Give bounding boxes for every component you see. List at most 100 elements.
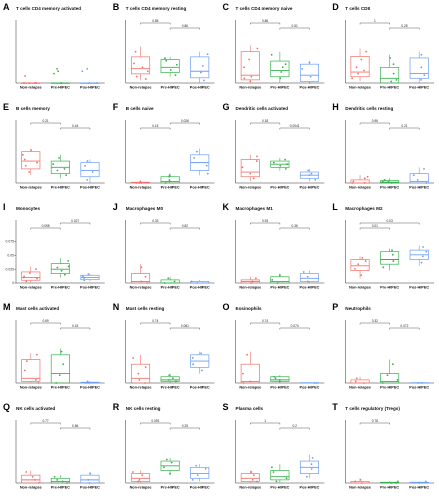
box-3 [299, 382, 319, 384]
data-point [35, 268, 37, 271]
panel-letter: I [3, 202, 6, 212]
data-point [164, 182, 167, 184]
box-body [50, 477, 70, 484]
p-value-label: 0.01 [372, 224, 378, 228]
data-point [139, 180, 142, 183]
bracket-line [169, 227, 200, 230]
significance-bracket: 0.44 [60, 124, 91, 130]
box-1 [21, 470, 41, 484]
significance-bracket: 0.74 [250, 319, 281, 325]
data-point [313, 382, 316, 384]
box-3 [190, 148, 210, 176]
significance-bracket: 0.77 [30, 419, 61, 425]
data-point [83, 277, 86, 279]
data-point [351, 77, 354, 80]
data-point [175, 380, 177, 383]
data-point [352, 180, 355, 183]
panel-t: T T cells regulatory (Tregs) 0.78 Non-relap… [332, 402, 434, 490]
box-body [160, 279, 180, 284]
box-2 [50, 258, 70, 278]
data-point [57, 70, 60, 73]
data-point [354, 268, 356, 270]
y-tick-label: 0.025 [6, 267, 15, 271]
data-point [192, 363, 194, 366]
panel-a: A T cells CD4 memory activated Non-relapse… [3, 2, 105, 90]
significance-bracket: 0.03 [359, 219, 420, 225]
p-value-label: 0.74 [152, 319, 158, 323]
data-point [391, 363, 394, 366]
p-value-label: 0.061 [181, 324, 189, 328]
bracket-line [140, 422, 171, 425]
panel-title: T cells regulatory (Tregs) [345, 406, 400, 411]
data-point [31, 475, 34, 478]
data-point [167, 277, 170, 280]
data-point [61, 480, 64, 483]
bracket-line [140, 22, 171, 25]
panel-n: N Mast cells resting 0.74 0.061 Non-relapse P… [113, 302, 215, 390]
data-point [423, 74, 426, 77]
data-point [168, 174, 171, 177]
data-point [199, 71, 202, 74]
bracket-line [279, 127, 310, 130]
data-point [36, 161, 38, 164]
data-point [308, 82, 311, 84]
significance-bracket: 0.093 [140, 419, 171, 425]
box-1 [21, 353, 41, 384]
data-point [252, 474, 255, 477]
box-2 [270, 273, 290, 284]
p-value-label: 0.098 [42, 224, 50, 228]
data-point [206, 53, 209, 56]
data-point [191, 357, 194, 359]
data-point [363, 382, 365, 384]
data-point [134, 50, 137, 53]
significance-bracket: 0.96 [359, 119, 390, 125]
box-2 [270, 375, 290, 383]
p-value-label: 0.93 [262, 219, 268, 223]
x-tick-label: Pos-HIPEC [80, 286, 100, 290]
panel-i: I Monocytes 0 0.025 0.05 0.075 0.098 0.027 Non-r… [3, 202, 105, 290]
data-point [357, 72, 359, 75]
data-point [392, 63, 395, 66]
panel-letter: P [332, 302, 338, 312]
data-point [24, 164, 27, 167]
box-2 [380, 359, 400, 384]
box-body [190, 466, 210, 479]
data-point [361, 482, 363, 484]
x-tick-label: Non-relapse [20, 286, 42, 290]
data-point [256, 480, 258, 483]
box-1 [350, 175, 370, 184]
panel-letter: F [113, 102, 119, 112]
bracket-line [169, 27, 200, 30]
data-point [420, 261, 423, 264]
p-value-label: 0.093 [151, 419, 159, 423]
data-point [243, 66, 245, 69]
data-point [242, 382, 245, 384]
bracket-line [389, 127, 420, 130]
data-point [190, 280, 193, 283]
panel-letter: H [332, 102, 339, 112]
data-point [255, 155, 258, 158]
data-point [241, 166, 244, 169]
box-3 [80, 159, 100, 183]
data-point [279, 77, 282, 80]
bracket-line [279, 427, 310, 430]
panel-title: Plasma cells [236, 406, 264, 411]
data-point [53, 72, 55, 75]
significance-bracket: 0.15 [140, 124, 171, 130]
box-2 [380, 480, 400, 484]
box-body [50, 354, 70, 384]
data-point [135, 75, 138, 78]
significance-bracket: 0.072 [389, 324, 420, 330]
data-point [201, 369, 203, 372]
data-point [144, 382, 147, 384]
box-1 [350, 478, 370, 484]
data-point [60, 269, 63, 272]
data-point [144, 366, 147, 369]
data-point [284, 63, 287, 66]
box-body [299, 63, 319, 82]
x-tick-label: Non-relapse [20, 386, 42, 390]
box-3 [409, 245, 429, 266]
box-3 [80, 472, 100, 484]
x-tick-label: Non-relapse [130, 86, 152, 90]
data-point [56, 478, 59, 481]
